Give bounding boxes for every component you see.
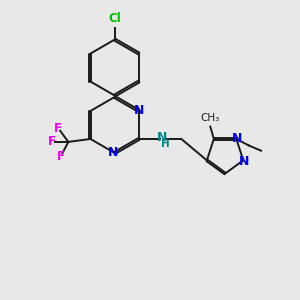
- Text: N: N: [134, 104, 145, 117]
- Text: H: H: [161, 139, 170, 149]
- Text: F: F: [54, 122, 62, 135]
- Text: N: N: [232, 132, 243, 146]
- Text: F: F: [48, 135, 56, 148]
- Text: F: F: [57, 150, 65, 163]
- Text: N: N: [239, 155, 250, 168]
- Text: Cl: Cl: [108, 12, 121, 26]
- Text: N: N: [108, 146, 119, 159]
- Text: CH₃: CH₃: [201, 113, 220, 123]
- Text: N: N: [156, 131, 167, 144]
